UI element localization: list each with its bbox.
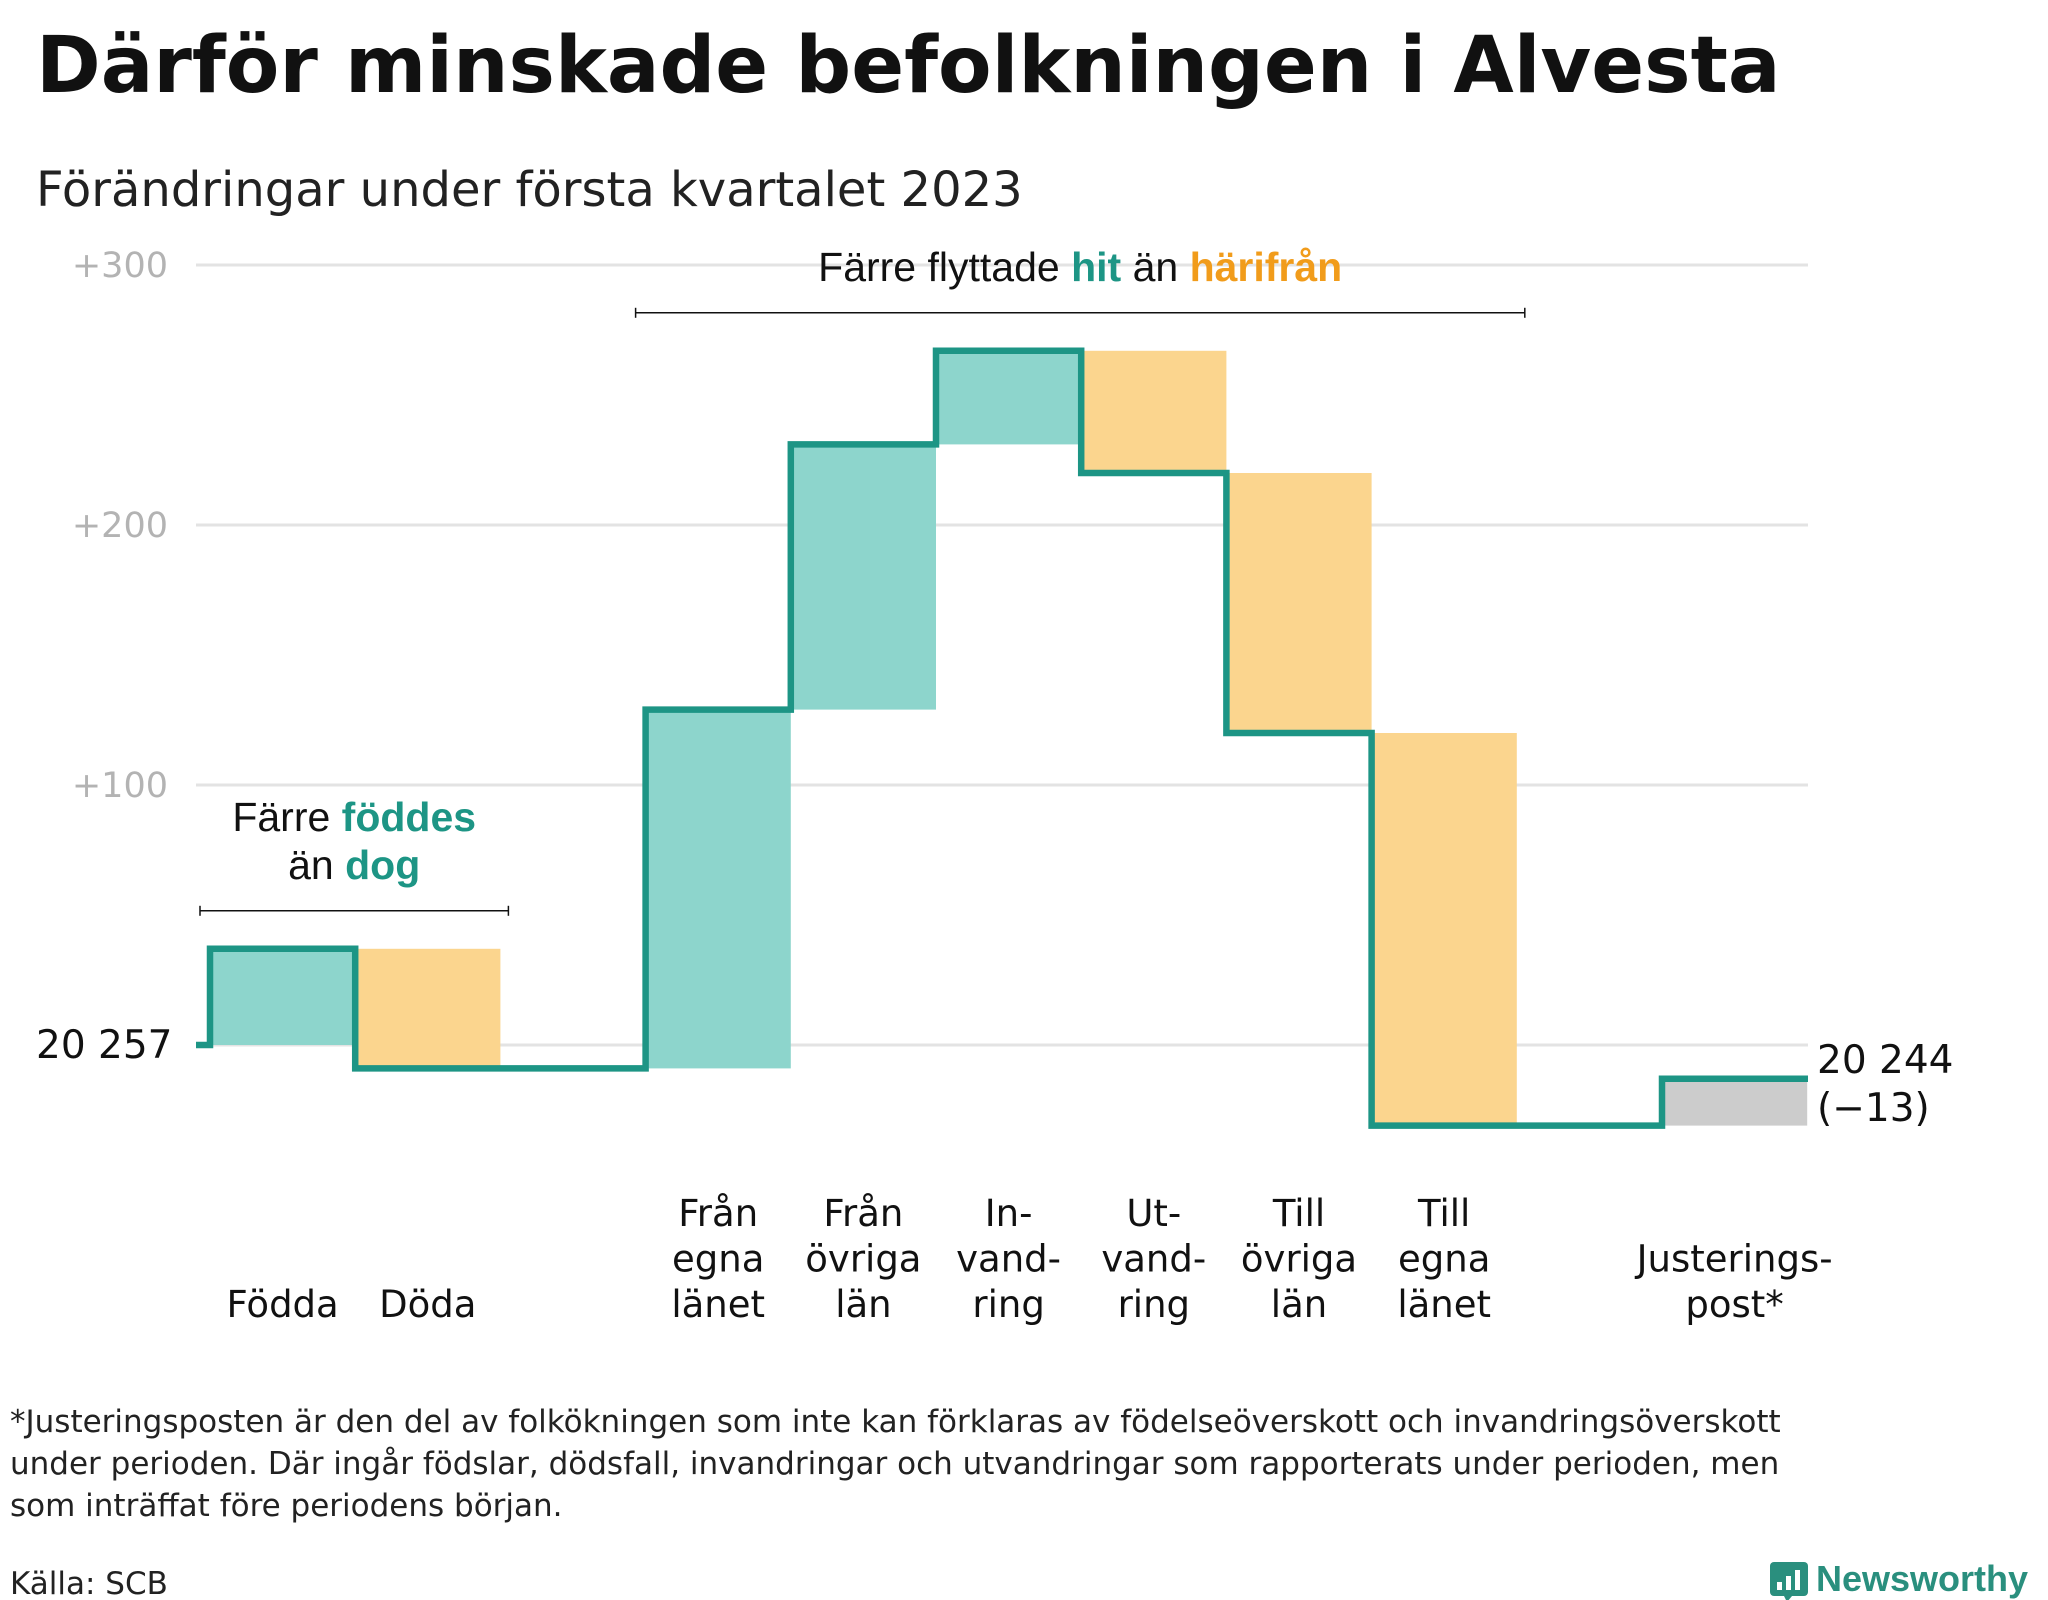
y-tick-label: +100 [72, 766, 168, 806]
annotation-text-part: Färre [232, 794, 341, 840]
bar-decrease [1226, 473, 1372, 733]
category-label: Till [1417, 1192, 1470, 1235]
category-label: In- [985, 1192, 1033, 1235]
footnote-line: under perioden. Där ingår födslar, dödsf… [10, 1446, 1779, 1482]
category-label: län [835, 1283, 891, 1326]
annotation-bracket [634, 307, 1526, 318]
category-label: Ut- [1126, 1192, 1181, 1235]
annotation-text: Färre föddes [232, 794, 476, 840]
bar-adjustment [1662, 1078, 1808, 1126]
category-label: län [1271, 1283, 1327, 1326]
category-label: ring [1118, 1283, 1190, 1326]
newsworthy-logo: Newsworthy [1770, 1558, 2028, 1600]
bar-increase [210, 948, 356, 1045]
category-label: Till [1272, 1192, 1325, 1235]
footnote: *Justeringsposten är den del av folkökni… [10, 1404, 1781, 1524]
annotation-text-part: än [288, 842, 345, 888]
chart-subtitle: Förändringar under första kvartalet 2023 [36, 162, 1023, 218]
gridlines [196, 263, 1808, 1047]
footnote-line: som inträffat före periodens början. [10, 1488, 563, 1524]
category-label: egna [1398, 1238, 1490, 1281]
category-labels: Födda DödaFrånegnalänetFrånövrigalänIn-va… [226, 1192, 1832, 1326]
category-label: post* [1685, 1283, 1783, 1326]
y-axis-ticks: +100 +200 +300 [72, 246, 168, 806]
annotation-text: Färre flyttade hit än härifrån [818, 244, 1342, 290]
bar-decrease [1371, 733, 1517, 1126]
annotation-text-part: hit [1071, 244, 1121, 290]
category-label: Döda [379, 1283, 476, 1326]
category-label: länet [671, 1283, 765, 1326]
category-label: ring [972, 1283, 1044, 1326]
bar-increase [936, 350, 1082, 445]
newsworthy-logo-icon [1770, 1562, 1808, 1600]
bar-decrease [355, 948, 501, 1069]
category-label: egna [672, 1238, 764, 1281]
annotation-text-part: än [1121, 244, 1189, 290]
annotation-text-part: Färre flyttade [818, 244, 1071, 290]
end-value-label: 20 244 [1817, 1038, 1953, 1083]
running-total-path [196, 347, 1808, 1129]
chart-title: Därför minskade befolkningen i Alvesta [36, 21, 1781, 111]
source-label: Källa: SCB [10, 1566, 168, 1600]
category-label: Födda [226, 1283, 338, 1326]
annotation-text: än dog [288, 842, 420, 888]
category-label: Från [823, 1192, 903, 1235]
y-tick-label: +300 [72, 246, 168, 286]
annotation-bracket [199, 905, 510, 916]
annotation-text-part: föddes [342, 794, 476, 840]
end-change-label: (−13) [1817, 1086, 1930, 1131]
footnote-line: *Justeringsposten är den del av folkökni… [10, 1404, 1781, 1440]
annotation-text-part: dog [345, 842, 420, 888]
category-label: Justerings- [1635, 1238, 1833, 1281]
category-label: Från [678, 1192, 758, 1235]
category-label: övriga [805, 1238, 921, 1281]
category-label: övriga [1241, 1238, 1357, 1281]
running-total-line [196, 347, 1808, 1129]
bar-increase [645, 709, 791, 1069]
y-tick-label: +200 [72, 506, 168, 546]
bar-decrease [1081, 350, 1227, 473]
annotation-text-part: härifrån [1190, 244, 1343, 290]
category-label: vand- [1101, 1238, 1206, 1281]
category-label: vand- [956, 1238, 1061, 1281]
bar-increase [790, 444, 936, 710]
newsworthy-logo-text: Newsworthy [1816, 1558, 2028, 1599]
category-label: länet [1397, 1283, 1491, 1326]
waterfall-bars [210, 350, 1808, 1126]
start-value-label: 20 257 [36, 1023, 172, 1068]
